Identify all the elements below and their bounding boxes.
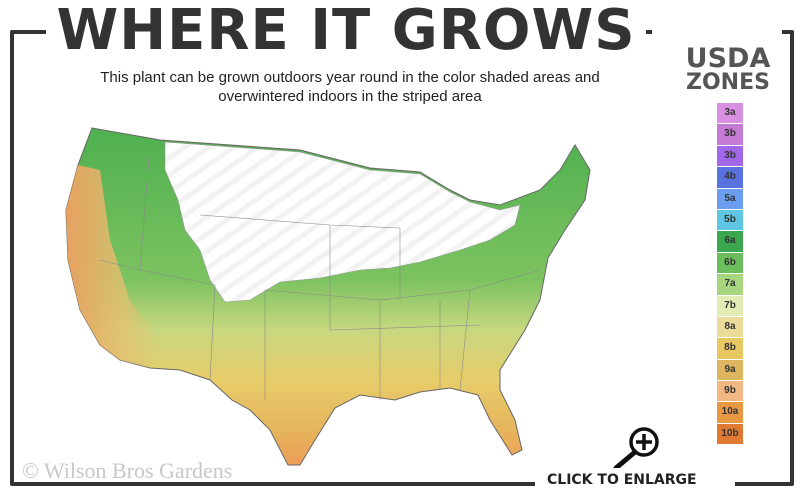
legend-zone-3a: 3a	[717, 103, 743, 124]
legend-zone-4b: 4b	[717, 167, 743, 188]
legend-zone-7b: 7b	[717, 295, 743, 316]
legend-zone-8b: 8b	[717, 338, 743, 359]
legend-zone-6a: 6a	[717, 231, 743, 252]
legend-zone-3b: 3b	[717, 124, 743, 145]
west-coast-warm-zone	[66, 165, 160, 368]
click-to-enlarge-button[interactable]: CLICK TO ENLARGE	[547, 472, 697, 488]
enlarge-gap	[535, 466, 735, 500]
page-title: WHERE IT GROWS	[46, 0, 646, 62]
legend-zone-10b: 10b	[717, 423, 743, 445]
zone-legend: 3a 3b 3b 4b 5a 5b 6a 6b 7a 7b 8a 8b 9a 9b 10a 10b	[717, 103, 743, 445]
legend-zone-3b: 3b	[717, 145, 743, 167]
legend-zone-5a: 5a	[717, 188, 743, 209]
legend-title-line2: ZONES	[686, 70, 770, 95]
legend-title-line1: USDA	[685, 43, 771, 74]
copyright-watermark: © Wilson Bros Gardens	[22, 458, 233, 483]
legend-zone-7a: 7a	[717, 274, 743, 295]
zoom-in-icon[interactable]	[608, 424, 664, 468]
overwinter-striped-area	[164, 141, 521, 303]
legend-zone-8a: 8a	[717, 316, 743, 338]
subtitle: This plant can be grown outdoors year ro…	[100, 69, 600, 105]
legend-gap	[652, 24, 782, 44]
legend-zone-9a: 9a	[717, 359, 743, 381]
legend-zone-9b: 9b	[717, 381, 743, 402]
legend-zone-5b: 5b	[717, 209, 743, 231]
legend-zone-10a: 10a	[717, 402, 743, 423]
legend-title: USDA ZONES	[672, 43, 784, 95]
state-borders	[99, 144, 541, 400]
legend-zone-6b: 6b	[717, 252, 743, 274]
